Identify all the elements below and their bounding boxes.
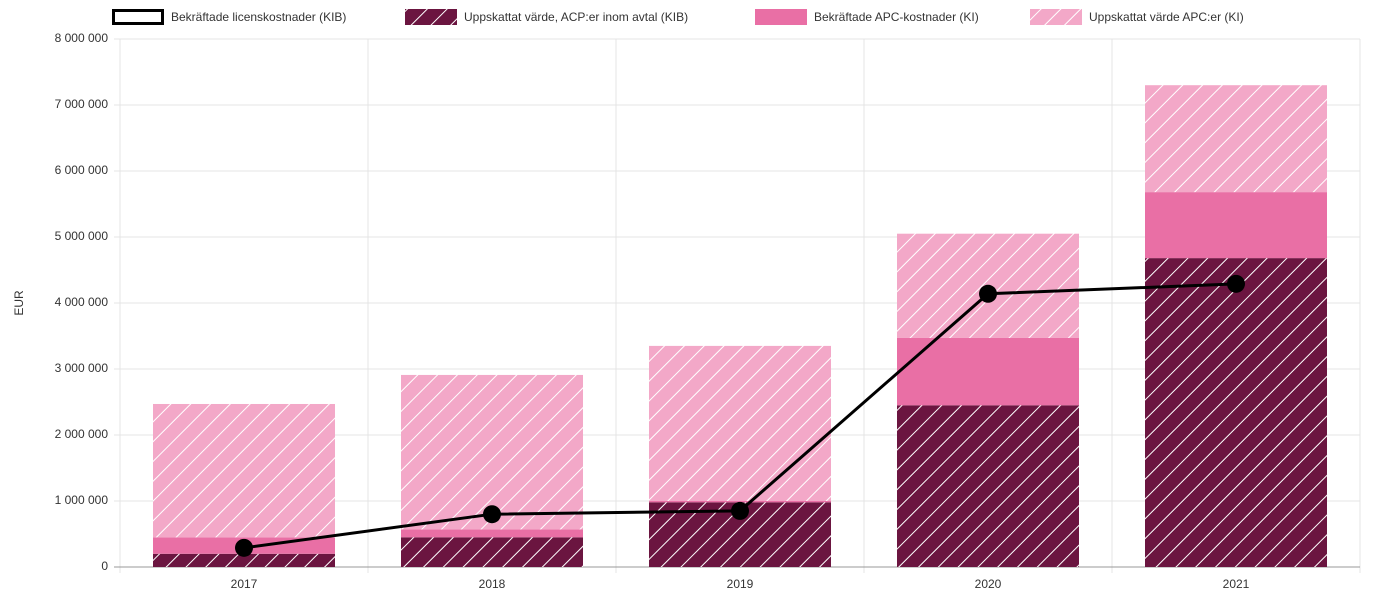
- x-tick-label: 2019: [727, 577, 754, 591]
- y-tick-label: 2 000 000: [55, 427, 109, 441]
- y-tick-label: 1 000 000: [55, 493, 109, 507]
- legend-label: Bekräftade licenskostnader (KIB): [171, 10, 346, 24]
- y-tick-label: 6 000 000: [55, 163, 109, 177]
- x-tick-label: 2020: [975, 577, 1002, 591]
- y-tick-label: 7 000 000: [55, 97, 109, 111]
- legend-label: Bekräftade APC-kostnader (KI): [814, 10, 979, 24]
- line-point: [483, 505, 501, 524]
- y-axis-label: EUR: [12, 290, 26, 316]
- y-tick-label: 8 000 000: [55, 31, 109, 45]
- bar-segment: [649, 501, 831, 503]
- legend-swatch: [112, 9, 164, 25]
- x-tick-label: 2017: [231, 577, 258, 591]
- legend-label: Uppskattat värde APC:er (KI): [1089, 10, 1244, 24]
- y-tick-label: 0: [101, 559, 108, 573]
- line-point: [731, 501, 749, 520]
- bar-segment: [897, 405, 1079, 567]
- y-tick-label: 5 000 000: [55, 229, 109, 243]
- legend-swatch: [405, 9, 457, 25]
- x-tick-label: 2021: [1223, 577, 1250, 591]
- bar-segment: [649, 345, 831, 501]
- bar-segment: [153, 553, 335, 567]
- bar-segment: [401, 537, 583, 567]
- bar-segment: [401, 374, 583, 530]
- legend-swatch: [1030, 9, 1082, 25]
- line-point: [235, 538, 253, 557]
- line-point: [1227, 274, 1245, 293]
- bar-segment: [1145, 258, 1327, 567]
- y-tick-label: 4 000 000: [55, 295, 109, 309]
- legend-swatch: [755, 9, 807, 25]
- bar-segment: [153, 403, 335, 538]
- line-point: [979, 284, 997, 303]
- bar-segment: [401, 529, 583, 538]
- bar-segment: [1145, 192, 1327, 259]
- y-tick-label: 3 000 000: [55, 361, 109, 375]
- bar-segment: [1145, 85, 1327, 193]
- x-tick-label: 2018: [479, 577, 506, 591]
- bar-segment: [897, 337, 1079, 406]
- legend-label: Uppskattat värde, ACP:er inom avtal (KIB…: [464, 10, 688, 24]
